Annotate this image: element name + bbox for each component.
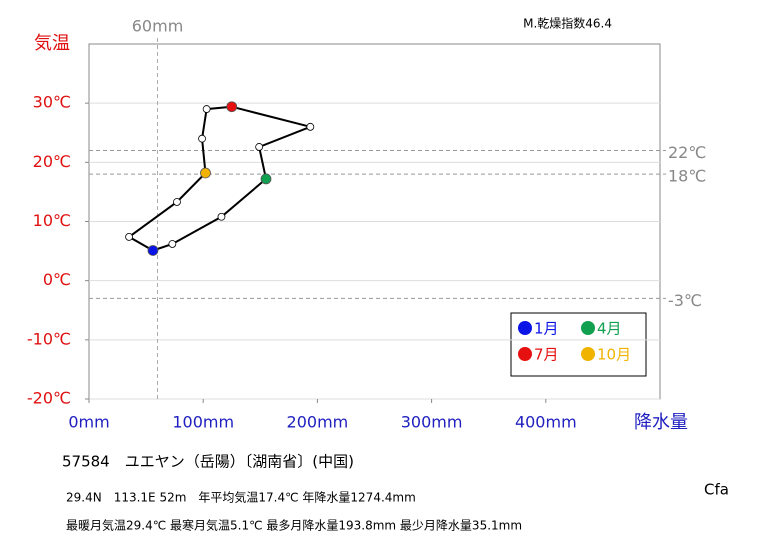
legend-marker bbox=[518, 321, 532, 335]
ref-label: 60mm bbox=[132, 17, 184, 36]
climate-class: Cfa bbox=[704, 481, 729, 499]
month-point bbox=[202, 105, 211, 113]
station-title: 57584 ユエヤン（岳陽）〔湖南省〕(中国) bbox=[62, 453, 354, 471]
month-point bbox=[125, 232, 133, 241]
legend-label: 10月 bbox=[597, 346, 631, 364]
x-tick-label: 0mm bbox=[68, 413, 109, 432]
ref-label: -3℃ bbox=[668, 291, 702, 310]
month-point bbox=[255, 143, 264, 151]
index-label: M.乾燥指数46.4 bbox=[523, 16, 612, 31]
x-tick-label: 200mm bbox=[287, 413, 349, 432]
y-axis-label: 気温 bbox=[34, 33, 70, 54]
ref-label: 22℃ bbox=[668, 143, 706, 162]
y-tick-label: -10℃ bbox=[27, 329, 71, 348]
y-tick-label: 30℃ bbox=[33, 93, 71, 112]
month-point bbox=[200, 167, 211, 179]
month-point bbox=[198, 134, 206, 143]
month-point bbox=[173, 198, 181, 206]
x-tick-label: 100mm bbox=[172, 413, 234, 432]
legend-label: 4月 bbox=[597, 320, 622, 338]
info-line: 最暖月気温29.4℃ 最寒月気温5.1℃ 最多月降水量193.8mm 最少月降水… bbox=[66, 518, 522, 533]
x-tick-label: 400mm bbox=[515, 413, 577, 432]
legend-marker bbox=[581, 347, 595, 361]
y-tick-label: 0℃ bbox=[43, 270, 71, 289]
info-line: 29.4N 113.1E 52m 年平均気温17.4℃ 年降水量1274.4mm bbox=[66, 490, 416, 505]
climate-loop bbox=[127, 105, 314, 252]
y-tick-label: 10℃ bbox=[33, 211, 71, 230]
y-tick-label: 20℃ bbox=[33, 152, 71, 171]
x-axis-label: 降水量 bbox=[634, 412, 688, 433]
month-point bbox=[147, 245, 159, 256]
month-point bbox=[168, 240, 177, 248]
legend-box bbox=[510, 312, 647, 377]
y-tick-label: -20℃ bbox=[27, 389, 71, 408]
month-point bbox=[260, 173, 272, 185]
month-point bbox=[217, 212, 226, 221]
month-point bbox=[306, 122, 315, 131]
legend-label: 1月 bbox=[534, 320, 559, 338]
legend-marker bbox=[581, 321, 595, 335]
x-tick-label: 300mm bbox=[401, 413, 463, 432]
legend-label: 7月 bbox=[534, 346, 559, 364]
ref-label: 18℃ bbox=[668, 167, 706, 186]
month-point bbox=[226, 101, 238, 113]
legend-marker bbox=[518, 347, 532, 361]
